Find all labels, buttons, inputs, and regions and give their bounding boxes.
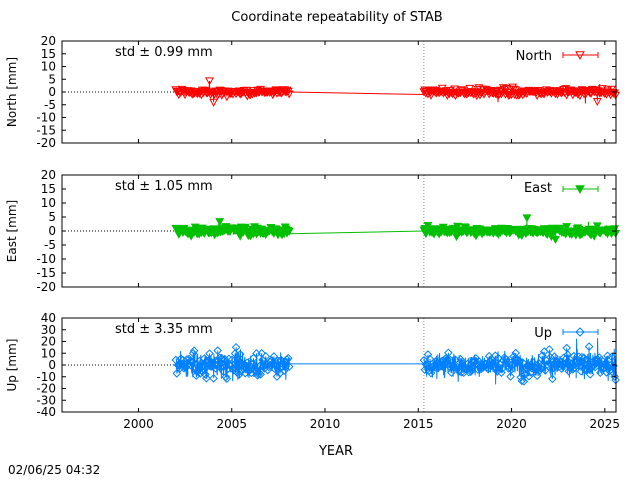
north-ylabel: North [mm] bbox=[5, 57, 19, 127]
east-ytick-label: 15 bbox=[41, 182, 56, 196]
east-ytick-label: 5 bbox=[48, 210, 56, 224]
east-gap-line bbox=[289, 230, 424, 235]
north-ytick-label: -15 bbox=[36, 123, 56, 137]
east-ytick-label: 10 bbox=[41, 196, 56, 210]
x-axis-title: YEAR bbox=[318, 444, 353, 459]
north-ytick-label: 5 bbox=[48, 72, 56, 86]
up-std-label: std ± 3.35 mm bbox=[115, 322, 213, 337]
north-gap-line bbox=[289, 91, 424, 96]
up-ytick-label: 40 bbox=[41, 311, 56, 325]
east-legend-marker bbox=[575, 185, 585, 195]
up-ylabel: Up [mm] bbox=[5, 339, 19, 392]
up-ytick-label: 0 bbox=[48, 358, 56, 372]
north-legend-label: North bbox=[516, 49, 552, 64]
x-tick-labels: 2000 2005 2010 2015 2020 2025 bbox=[123, 417, 620, 431]
up-ytick-label: -10 bbox=[36, 370, 56, 384]
up-ytick-label: -20 bbox=[36, 382, 56, 396]
up-point bbox=[506, 372, 515, 381]
up-point bbox=[497, 368, 506, 377]
up-ytick-label: 20 bbox=[41, 335, 56, 349]
up-point bbox=[272, 372, 282, 381]
north-ytick-label: 20 bbox=[41, 34, 56, 48]
x-tick-label: 2010 bbox=[310, 417, 341, 431]
north-series-line bbox=[175, 80, 291, 103]
north-ytick-label: 15 bbox=[41, 47, 56, 61]
east-ytick-label: 20 bbox=[41, 168, 56, 182]
up-ytick-label: 30 bbox=[41, 323, 56, 337]
x-tick-label: 2000 bbox=[123, 417, 154, 431]
up-ytick-label: -30 bbox=[36, 393, 56, 407]
up-point bbox=[209, 374, 218, 383]
x-tick-label: 2025 bbox=[590, 417, 621, 431]
north-legend-marker bbox=[575, 51, 585, 61]
east-ytick-label: -10 bbox=[36, 252, 56, 266]
up-point bbox=[532, 371, 542, 381]
up-legend-label: Up bbox=[534, 326, 552, 341]
up-point bbox=[222, 374, 232, 383]
up-series-line bbox=[423, 338, 617, 385]
east-series-line bbox=[423, 217, 617, 240]
up-legend: Up bbox=[534, 326, 599, 341]
east-ytick-label: 0 bbox=[48, 224, 56, 238]
north-point bbox=[509, 85, 519, 94]
up-ytick-label: 10 bbox=[41, 346, 56, 360]
up-legend-marker bbox=[575, 327, 585, 337]
chart-title: Coordinate repeatability of STAB bbox=[231, 10, 442, 25]
north-point bbox=[205, 77, 214, 86]
up-series-line bbox=[175, 347, 290, 382]
north-ytick-label: 10 bbox=[41, 60, 56, 74]
north-ytick-label: -5 bbox=[44, 98, 56, 112]
north-std-label: std ± 0.99 mm bbox=[115, 45, 213, 60]
east-ytick-label: -5 bbox=[44, 238, 56, 252]
up-point bbox=[202, 373, 211, 383]
north-ytick-label: -20 bbox=[36, 136, 56, 150]
east-ylabel: East [mm] bbox=[5, 200, 19, 262]
up-ytick-label: -40 bbox=[36, 405, 56, 419]
east-series-line bbox=[175, 221, 291, 237]
timestamp: 02/06/25 04:32 bbox=[8, 463, 100, 477]
x-tick-label: 2015 bbox=[403, 417, 434, 431]
up-point bbox=[201, 370, 210, 379]
east-ytick-label: -20 bbox=[36, 280, 56, 294]
east-std-label: std ± 1.05 mm bbox=[115, 179, 213, 194]
north-series-line bbox=[423, 83, 617, 104]
east-ytick-label: -15 bbox=[36, 266, 56, 280]
up-point bbox=[426, 368, 436, 378]
up-point bbox=[548, 374, 557, 384]
east-legend: East bbox=[524, 181, 599, 196]
north-ytick-label: 0 bbox=[48, 85, 56, 99]
x-tick-label: 2005 bbox=[216, 417, 247, 431]
north-ytick-label: -10 bbox=[36, 111, 56, 125]
east-legend-label: East bbox=[524, 181, 552, 196]
north-point bbox=[447, 90, 457, 99]
up-point bbox=[610, 372, 619, 381]
north-legend: North bbox=[516, 49, 599, 64]
x-tick-label: 2020 bbox=[496, 417, 527, 431]
